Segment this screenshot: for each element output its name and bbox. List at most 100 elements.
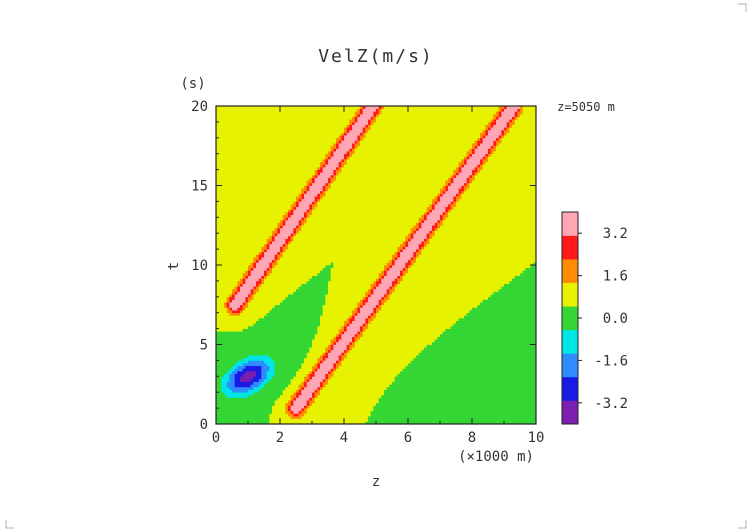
heatmap-cell bbox=[333, 405, 337, 409]
heatmap-cell bbox=[269, 341, 273, 345]
heatmap-cell bbox=[378, 413, 382, 417]
heatmap-cell bbox=[424, 378, 428, 382]
heatmap-cell bbox=[221, 373, 225, 377]
heatmap-cell bbox=[354, 323, 358, 327]
heatmap-cell bbox=[234, 341, 238, 345]
heatmap-cell bbox=[258, 312, 262, 316]
heatmap-cell bbox=[285, 320, 289, 324]
heatmap-cell bbox=[248, 421, 252, 424]
heatmap-cell bbox=[474, 315, 478, 319]
heatmap-cell bbox=[522, 357, 526, 361]
heatmap-cell bbox=[445, 325, 449, 329]
heatmap-cell bbox=[256, 386, 260, 390]
heatmap-cell bbox=[226, 371, 230, 374]
heatmap-cell bbox=[333, 397, 337, 401]
heatmap-cell bbox=[218, 333, 222, 337]
heatmap-cell bbox=[418, 363, 422, 367]
heatmap-cell bbox=[442, 357, 446, 361]
heatmap-cell bbox=[253, 333, 257, 337]
heatmap-cell bbox=[368, 384, 372, 388]
x-axis-label: z bbox=[372, 474, 380, 490]
heatmap-cell bbox=[501, 400, 505, 404]
heatmap-cell bbox=[378, 365, 382, 369]
heatmap-cell bbox=[365, 331, 369, 335]
heatmap-cell bbox=[520, 325, 524, 329]
heatmap-cell bbox=[322, 410, 326, 414]
heatmap-cell bbox=[440, 376, 444, 380]
heatmap-cell bbox=[296, 371, 300, 374]
heatmap-cell bbox=[397, 320, 401, 324]
heatmap-cell bbox=[445, 360, 449, 364]
heatmap-cell bbox=[440, 400, 444, 404]
heatmap-cell bbox=[346, 344, 350, 348]
heatmap-cell bbox=[360, 341, 364, 345]
heatmap-cell bbox=[429, 357, 433, 361]
heatmap-cell bbox=[437, 355, 441, 359]
heatmap-cell bbox=[336, 365, 340, 369]
heatmap-cell bbox=[413, 365, 417, 369]
heatmap-cell bbox=[373, 408, 377, 412]
heatmap-cell bbox=[226, 413, 230, 417]
heatmap-cell bbox=[496, 378, 500, 382]
heatmap-cell bbox=[322, 323, 326, 327]
heatmap-cell bbox=[410, 397, 414, 401]
heatmap-cell bbox=[477, 333, 481, 337]
heatmap-cell bbox=[269, 408, 273, 412]
heatmap-cell bbox=[394, 344, 398, 348]
heatmap-cell bbox=[314, 328, 318, 332]
heatmap-cell bbox=[448, 384, 452, 388]
heatmap-cell bbox=[490, 349, 494, 353]
heatmap-cell bbox=[416, 402, 420, 406]
heatmap-cell bbox=[240, 323, 244, 327]
heatmap-cell bbox=[218, 325, 222, 329]
heatmap-cell bbox=[384, 333, 388, 337]
heatmap-cell bbox=[400, 413, 404, 417]
heatmap-cell bbox=[533, 386, 536, 390]
heatmap-cell bbox=[338, 408, 342, 412]
heatmap-cell bbox=[514, 376, 518, 380]
heatmap-cell bbox=[528, 357, 532, 361]
heatmap-cell bbox=[229, 400, 233, 404]
heatmap-cell bbox=[392, 392, 396, 396]
heatmap-cell bbox=[389, 336, 393, 340]
heatmap-cell bbox=[234, 331, 238, 335]
heatmap-cell bbox=[224, 392, 228, 396]
heatmap-cell bbox=[533, 410, 536, 414]
heatmap-cell bbox=[408, 373, 412, 377]
heatmap-cell bbox=[269, 355, 273, 359]
heatmap-cell bbox=[229, 389, 233, 393]
heatmap-cell bbox=[306, 392, 310, 396]
heatmap-cell bbox=[528, 389, 532, 393]
heatmap-cell bbox=[448, 378, 452, 382]
heatmap-cell bbox=[258, 408, 262, 412]
heatmap-cell bbox=[234, 339, 238, 343]
heatmap-cell bbox=[248, 315, 252, 319]
heatmap-cell bbox=[322, 336, 326, 340]
heatmap-cell bbox=[533, 389, 536, 393]
heatmap-cell bbox=[218, 413, 222, 417]
heatmap-cell bbox=[421, 325, 425, 329]
heatmap-cell bbox=[261, 355, 265, 359]
heatmap-cell bbox=[282, 360, 286, 364]
heatmap-cell bbox=[461, 318, 465, 321]
heatmap-cell bbox=[298, 325, 302, 329]
heatmap-cell bbox=[357, 344, 361, 348]
heatmap-cell bbox=[280, 355, 284, 359]
heatmap-cell bbox=[400, 402, 404, 406]
heatmap-cell bbox=[517, 360, 521, 364]
heatmap-cell bbox=[528, 318, 532, 321]
heatmap-cell bbox=[386, 357, 390, 361]
heatmap-cell bbox=[242, 373, 246, 377]
heatmap-cell bbox=[277, 368, 281, 372]
heatmap-cell bbox=[341, 418, 345, 422]
heatmap-cell bbox=[317, 413, 321, 417]
heatmap-cell bbox=[472, 392, 476, 396]
heatmap-cell bbox=[298, 323, 302, 327]
heatmap-cell bbox=[394, 365, 398, 369]
heatmap-cell bbox=[266, 389, 270, 393]
heatmap-cell bbox=[242, 360, 246, 364]
heatmap-cell bbox=[360, 416, 364, 420]
heatmap-cell bbox=[442, 373, 446, 377]
heatmap-cell bbox=[280, 392, 284, 396]
heatmap-cell bbox=[226, 386, 230, 390]
